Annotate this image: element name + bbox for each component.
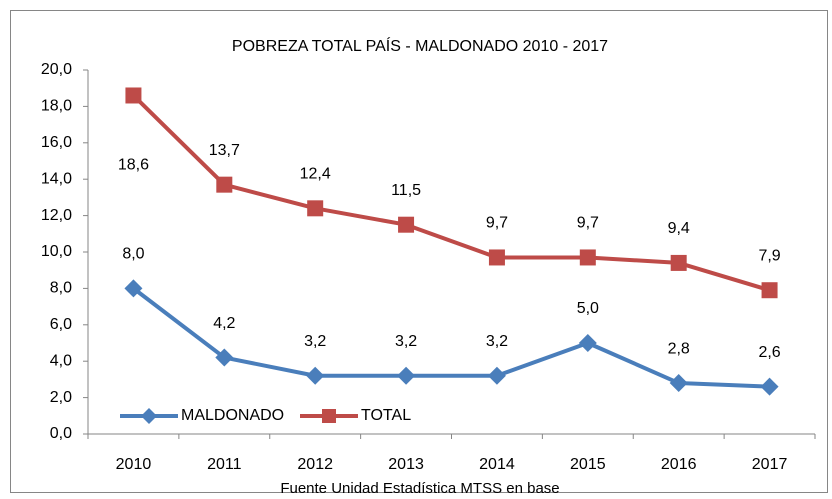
x-tick-label: 2016 bbox=[661, 456, 697, 473]
legend-label: MALDONADO bbox=[181, 407, 284, 424]
marker bbox=[124, 279, 143, 298]
data-label: 3,2 bbox=[304, 333, 326, 350]
data-label: 9,7 bbox=[577, 215, 599, 232]
data-label: 2,6 bbox=[758, 344, 780, 361]
marker bbox=[578, 334, 597, 352]
marker bbox=[488, 249, 505, 266]
y-tick-label: 8,0 bbox=[50, 280, 72, 297]
x-tick-label: 2011 bbox=[207, 456, 242, 473]
marker bbox=[125, 87, 142, 104]
marker bbox=[397, 366, 416, 385]
x-tick-label: 2010 bbox=[116, 456, 152, 473]
x-tick-label: 2015 bbox=[570, 456, 606, 473]
y-tick-label: 4,0 bbox=[50, 352, 72, 369]
marker bbox=[306, 366, 325, 385]
x-tick-label: 2013 bbox=[388, 456, 424, 473]
data-label: 5,0 bbox=[577, 300, 599, 317]
data-label: 4,2 bbox=[213, 315, 235, 332]
y-tick-label: 14,0 bbox=[41, 170, 72, 187]
marker bbox=[670, 254, 687, 271]
marker bbox=[215, 348, 234, 367]
data-label: 11,5 bbox=[391, 182, 421, 199]
marker bbox=[579, 249, 596, 266]
data-label: 9,7 bbox=[486, 215, 508, 232]
y-tick-label: 16,0 bbox=[41, 134, 72, 151]
data-label: 2,8 bbox=[668, 340, 690, 357]
y-tick-label: 10,0 bbox=[41, 243, 72, 260]
marker bbox=[141, 408, 157, 424]
marker bbox=[216, 176, 233, 193]
source-note: Fuente Unidad Estadística MTSS en base bbox=[280, 480, 559, 497]
series-line bbox=[132, 94, 771, 293]
data-label: 12,4 bbox=[300, 166, 331, 183]
legend-label: TOTAL bbox=[361, 407, 411, 424]
y-tick-label: 12,0 bbox=[41, 207, 72, 224]
marker bbox=[761, 282, 778, 299]
y-tick-label: 18,0 bbox=[41, 98, 72, 115]
chart-title: POBREZA TOTAL PAÍS - MALDONADO 2010 - 20… bbox=[232, 36, 608, 55]
marker bbox=[487, 366, 506, 385]
series-line bbox=[132, 286, 770, 389]
marker bbox=[669, 374, 688, 393]
marker bbox=[307, 200, 324, 217]
x-tick-label: 2017 bbox=[752, 456, 788, 473]
x-tick-label: 2014 bbox=[479, 456, 515, 473]
y-tick-label: 0,0 bbox=[50, 425, 72, 442]
y-tick-label: 20,0 bbox=[41, 61, 72, 78]
y-tick-label: 2,0 bbox=[50, 389, 72, 406]
data-label: 3,2 bbox=[395, 333, 417, 350]
data-label: 13,7 bbox=[209, 142, 240, 159]
data-label: 3,2 bbox=[486, 333, 508, 350]
data-label: 9,4 bbox=[668, 220, 690, 237]
data-label: 7,9 bbox=[758, 247, 780, 264]
data-label: 8,0 bbox=[122, 246, 144, 263]
y-tick-label: 6,0 bbox=[50, 316, 72, 333]
marker bbox=[398, 216, 415, 233]
marker bbox=[760, 377, 779, 396]
marker bbox=[322, 409, 336, 423]
data-label: 18,6 bbox=[118, 157, 149, 174]
x-tick-label: 2012 bbox=[297, 456, 333, 473]
